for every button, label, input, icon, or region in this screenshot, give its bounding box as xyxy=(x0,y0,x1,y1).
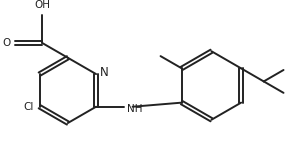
Text: N: N xyxy=(100,66,109,79)
Text: OH: OH xyxy=(34,0,50,10)
Text: O: O xyxy=(2,38,11,48)
Text: Cl: Cl xyxy=(23,102,34,112)
Text: NH: NH xyxy=(127,104,143,114)
